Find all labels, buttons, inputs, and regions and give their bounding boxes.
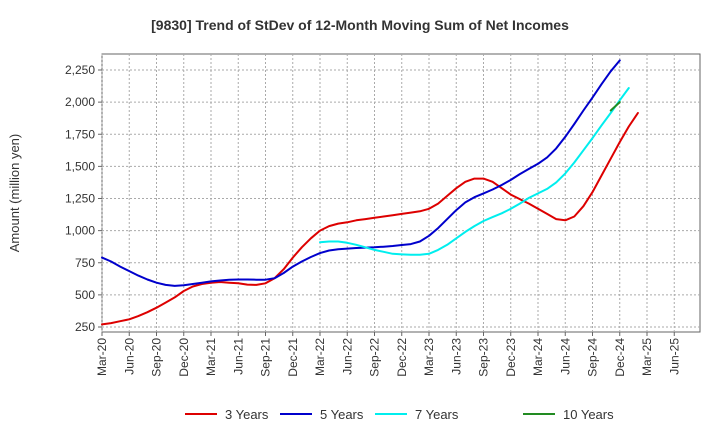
legend-label: 7 Years <box>415 407 459 422</box>
chart-title: [9830] Trend of StDev of 12-Month Moving… <box>151 17 569 33</box>
y-tick-label: 1,750 <box>65 127 95 141</box>
x-tick-label: Sep-20 <box>150 338 164 377</box>
x-tick-label: Dec-22 <box>395 338 409 377</box>
x-tick-label: Sep-21 <box>259 338 273 377</box>
x-tick-label: Mar-21 <box>204 338 218 376</box>
x-tick-label: Jun-24 <box>558 338 572 375</box>
x-tick-label: Dec-23 <box>504 338 518 377</box>
y-tick-label: 1,000 <box>65 224 95 238</box>
legend: 3 Years 5 Years 7 Years 10 Years <box>185 407 614 422</box>
y-tick-label: 1,250 <box>65 192 95 206</box>
series-line-5-years <box>101 59 621 287</box>
y-tick-label: 2,250 <box>65 63 95 77</box>
legend-label: 3 Years <box>225 407 269 422</box>
series-line-10-years <box>609 101 621 112</box>
y-axis-ticks: 250 500 750 1,000 1,250 1,500 1,750 2,000 2,250 <box>65 63 102 334</box>
y-axis-title: Amount (million yen) <box>7 134 22 253</box>
series-line-7-years <box>319 87 630 256</box>
x-tick-label: Mar-22 <box>313 338 327 376</box>
x-tick-label: Sep-22 <box>368 338 382 377</box>
legend-label: 10 Years <box>563 407 614 422</box>
x-tick-label: Mar-25 <box>640 338 654 376</box>
x-axis-ticks: Mar-20 Jun-20 Sep-20 Dec-20 Mar-21 Jun-21 Sep-… <box>95 332 681 377</box>
y-tick-label: 250 <box>75 320 95 334</box>
y-tick-label: 750 <box>75 256 95 270</box>
y-tick-label: 500 <box>75 288 95 302</box>
plot-area <box>101 53 701 333</box>
x-tick-label: Mar-24 <box>531 338 545 376</box>
x-tick-label: Jun-25 <box>667 338 681 375</box>
legend-label: 5 Years <box>320 407 364 422</box>
series-lines <box>101 59 639 326</box>
x-tick-label: Jun-21 <box>231 338 245 375</box>
series-line-3-years <box>101 112 639 326</box>
x-tick-label: Sep-23 <box>477 338 491 377</box>
x-tick-label: Mar-20 <box>95 338 109 376</box>
y-tick-label: 1,500 <box>65 159 95 173</box>
x-tick-label: Dec-21 <box>286 338 300 377</box>
y-tick-label: 2,000 <box>65 95 95 109</box>
x-tick-label: Jun-22 <box>340 338 354 375</box>
x-tick-label: Jun-20 <box>122 338 136 375</box>
x-tick-label: Sep-24 <box>586 338 600 377</box>
x-tick-label: Dec-20 <box>177 338 191 377</box>
x-tick-label: Dec-24 <box>613 338 627 377</box>
x-tick-label: Mar-23 <box>422 338 436 376</box>
x-tick-label: Jun-23 <box>449 338 463 375</box>
